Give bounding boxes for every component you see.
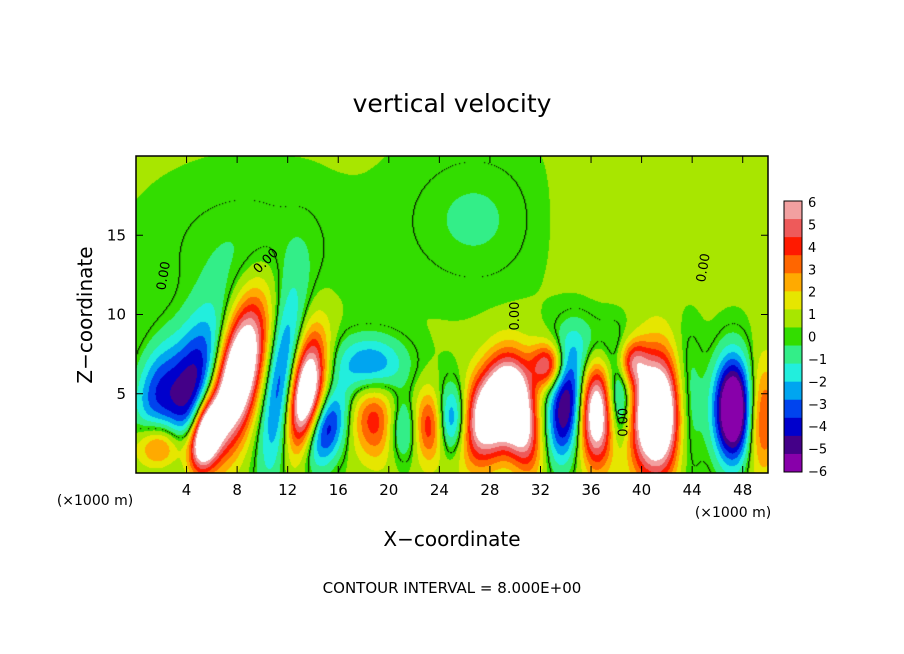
colorbar-label: 1 [808, 308, 816, 323]
y-tick-label: 15 [107, 226, 126, 244]
colorbar-label: −5 [808, 443, 827, 458]
y-axis-label: Z−coordinate [73, 246, 97, 383]
colorbar-label: −4 [808, 420, 827, 435]
colorbar-label: 2 [808, 286, 816, 301]
contour-value-label: 0.00 [508, 302, 523, 331]
colorbar-swatch [784, 309, 802, 328]
x-tick-label: 32 [531, 481, 550, 499]
x-tick-label: 16 [329, 481, 348, 499]
colorbar-swatch [784, 219, 802, 238]
x-tick-label: 8 [232, 481, 242, 499]
colorbar: 6 5 4 3 2 1 0 −1 −2 −3 −4 −5 −6 [783, 196, 827, 480]
colorbar-label: 4 [808, 241, 816, 256]
colorbar-swatch [784, 273, 802, 292]
colorbar-swatch [784, 363, 802, 383]
colorbar-swatch [784, 255, 802, 274]
colorbar-swatch [784, 399, 802, 419]
colorbar-label: −1 [808, 353, 827, 368]
colorbar-swatch [784, 417, 802, 437]
x-tick-label: 48 [733, 481, 752, 499]
colorbar-swatch [784, 453, 802, 473]
colorbar-swatch [784, 291, 802, 310]
x-tick-label: 4 [182, 481, 192, 499]
contour-value-label: 0.00 [694, 252, 714, 283]
colorbar-label: −2 [808, 375, 827, 390]
x-tick-label: 12 [278, 481, 297, 499]
contour-value-label: 0.00 [154, 260, 174, 291]
x-unit-right: (×1000 m) [695, 505, 771, 521]
x-axis-ticks: 4 8 12 16 20 24 28 32 36 40 44 48 [182, 156, 752, 499]
y-tick-label: 10 [107, 306, 126, 324]
colorbar-label: 0 [808, 331, 816, 346]
colorbar-label: −3 [808, 398, 827, 413]
x-tick-label: 28 [480, 481, 499, 499]
x-unit-left: (×1000 m) [57, 493, 133, 509]
x-tick-label: 36 [581, 481, 600, 499]
x-tick-label: 40 [632, 481, 651, 499]
contour-interval-note: CONTOUR INTERVAL = 8.000E+00 [323, 579, 582, 597]
colorbar-label: 6 [808, 196, 816, 211]
x-tick-label: 24 [430, 481, 449, 499]
colorbar-frame [783, 200, 803, 473]
colorbar-swatch [784, 237, 802, 256]
colorbar-label: 3 [808, 263, 816, 278]
colorbar-label: −6 [808, 465, 827, 480]
colorbar-label: 5 [808, 218, 816, 233]
x-tick-label: 20 [379, 481, 398, 499]
x-tick-label: 44 [683, 481, 702, 499]
colorbar-swatch [784, 327, 802, 347]
y-tick-label: 5 [116, 385, 126, 403]
contour-value-label: 0.00 [617, 408, 632, 437]
colorbar-swatch [784, 345, 802, 365]
y-axis-ticks: 5 10 15 [107, 226, 768, 403]
colorbar-swatch [784, 201, 802, 220]
velocity-heatmap [136, 156, 768, 473]
colorbar-swatch [784, 381, 802, 401]
colorbar-swatch [784, 435, 802, 455]
chart-title: vertical velocity [353, 89, 552, 118]
x-axis-label: X−coordinate [383, 527, 520, 551]
